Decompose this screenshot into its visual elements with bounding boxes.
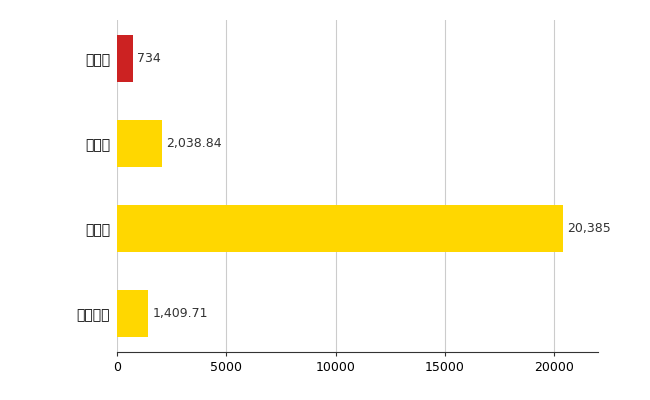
Text: 20,385: 20,385 — [567, 222, 611, 235]
Bar — [117, 205, 563, 252]
Bar — [117, 35, 133, 82]
Text: 2,038.84: 2,038.84 — [166, 137, 222, 150]
Bar — [117, 120, 162, 167]
Text: 1,409.71: 1,409.71 — [152, 307, 208, 320]
Text: 734: 734 — [137, 52, 161, 65]
Bar — [117, 290, 148, 337]
